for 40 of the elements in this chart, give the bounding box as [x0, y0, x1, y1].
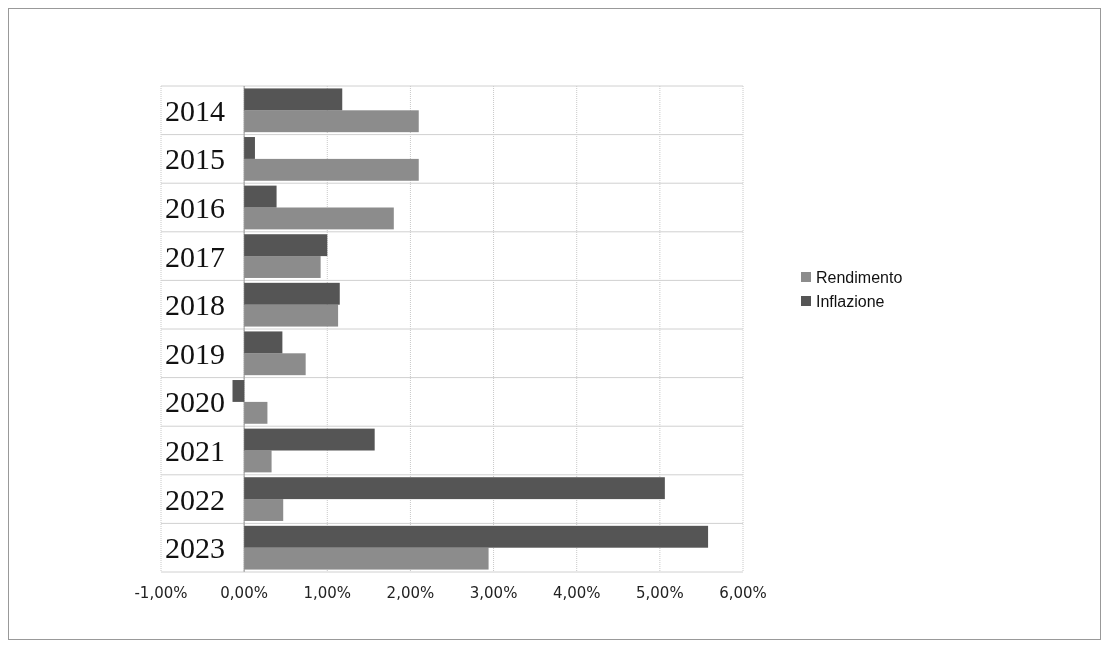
y-tick-label: 2019	[165, 336, 225, 370]
y-tick-label: 2017	[165, 239, 225, 273]
bar	[244, 207, 394, 230]
bar	[244, 331, 283, 354]
bar	[244, 110, 419, 133]
y-tick-label: 2022	[165, 482, 225, 516]
bar	[232, 380, 245, 402]
x-tick-label: 6,00%	[719, 584, 767, 602]
bar	[244, 477, 665, 500]
x-tick-label: 1,00%	[303, 584, 352, 602]
y-tick-label: 2015	[165, 142, 225, 176]
x-tick-label: 5,00%	[636, 584, 684, 602]
bar	[244, 304, 339, 327]
bar	[244, 401, 268, 424]
y-tick-label: 2020	[165, 385, 225, 419]
x-tick-label: 3,00%	[469, 584, 518, 602]
bar	[244, 185, 277, 208]
y-tick-label: 2016	[165, 191, 225, 224]
bar	[244, 234, 328, 257]
x-tick-label: -1,00%	[134, 584, 188, 602]
bar	[244, 525, 709, 548]
y-tick-label: 2021	[165, 434, 225, 467]
x-tick-label: 4,00%	[552, 584, 601, 602]
bar	[244, 137, 255, 159]
bar	[244, 499, 284, 521]
bar	[244, 547, 489, 570]
x-tick-label: 2,00%	[386, 584, 435, 602]
y-tick-label: 2014	[165, 93, 225, 127]
bar	[244, 256, 321, 278]
bar	[244, 450, 272, 473]
bar	[244, 88, 343, 111]
x-tick-label: 0,00%	[220, 584, 268, 602]
y-tick-label: 2018	[165, 288, 225, 322]
legend-label: Inflazione	[816, 292, 885, 310]
bar	[244, 353, 306, 376]
legend-label: Rendimento	[816, 268, 903, 286]
bar	[244, 428, 375, 451]
bar	[244, 158, 419, 181]
y-tick-label: 2023	[165, 531, 225, 565]
bar	[244, 282, 340, 305]
